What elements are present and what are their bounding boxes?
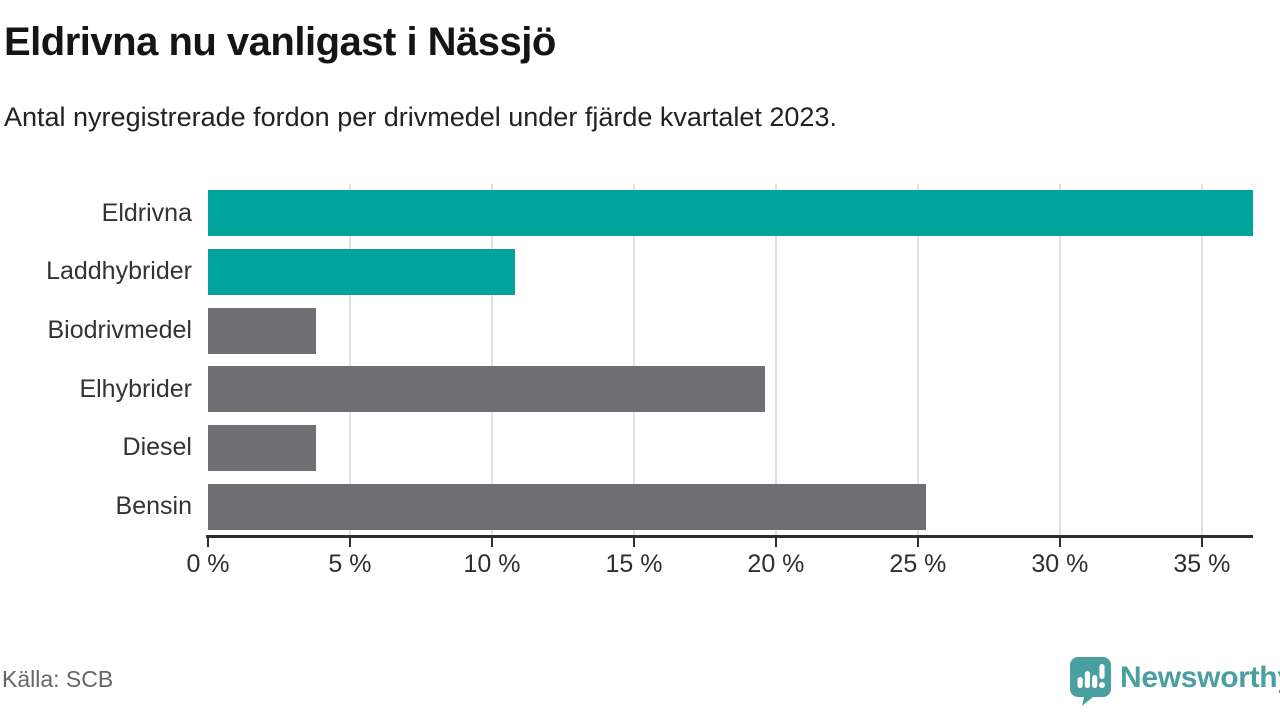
newsworthy-icon: [1070, 657, 1111, 706]
x-axis-tick-label: 30 %: [1031, 550, 1089, 578]
chart-title: Eldrivna nu vanligast i Nässjö: [4, 20, 556, 64]
brand-logo: Newsworthy: [1070, 657, 1280, 706]
gridline: [490, 184, 493, 536]
x-axis-tick: [490, 538, 493, 547]
category-label: Eldrivna: [101, 198, 192, 227]
x-axis-tick-label: 25 %: [889, 550, 947, 578]
x-axis-tick-label: 35 %: [1173, 550, 1231, 578]
gridline: [632, 184, 635, 536]
x-axis-tick: [1058, 538, 1061, 547]
brand-name: Newsworthy: [1120, 661, 1280, 694]
x-axis-tick-label: 20 %: [747, 550, 805, 578]
category-label: Laddhybrider: [46, 257, 192, 286]
source-note: Källa: SCB: [2, 666, 114, 692]
x-axis-tick: [916, 538, 919, 547]
x-axis-tick: [774, 538, 777, 547]
bar-bensin: [208, 483, 927, 530]
x-axis-line: [206, 535, 1253, 538]
category-label: Biodrivmedel: [47, 316, 192, 345]
category-labels: Eldrivna Laddhybrider Biodrivmedel Elhybrid…: [0, 184, 192, 536]
x-axis-tick-label: 5 %: [328, 550, 372, 578]
gridline: [1200, 184, 1203, 536]
bar-biodrivmedel: [208, 307, 316, 354]
x-axis-tick-label: 0 %: [186, 550, 230, 578]
x-axis-tick: [1200, 538, 1203, 547]
x-axis-tick-label: 10 %: [463, 550, 521, 578]
bar-diesel: [208, 425, 316, 471]
x-axis-tick: [632, 538, 635, 547]
gridline: [348, 184, 351, 536]
gridline: [916, 184, 919, 536]
category-label: Diesel: [122, 433, 192, 462]
bar-elhybrider: [208, 366, 765, 413]
x-axis-tick: [348, 538, 351, 547]
category-label: Elhybrider: [79, 374, 192, 403]
plot-area: 0 % 5 % 10 % 15 % 20 % 25 % 30 % 35 %: [186, 184, 1253, 578]
category-label: Bensin: [115, 492, 192, 521]
x-axis-tick: [207, 538, 209, 547]
gridline: [1058, 184, 1061, 536]
chart-subtitle: Antal nyregistrerade fordon per drivmede…: [4, 102, 837, 132]
x-axis-tick-label: 15 %: [605, 550, 663, 578]
bar-laddhybrider: [208, 249, 515, 295]
gridline: [774, 184, 777, 536]
bar-eldrivna: [208, 190, 1253, 237]
